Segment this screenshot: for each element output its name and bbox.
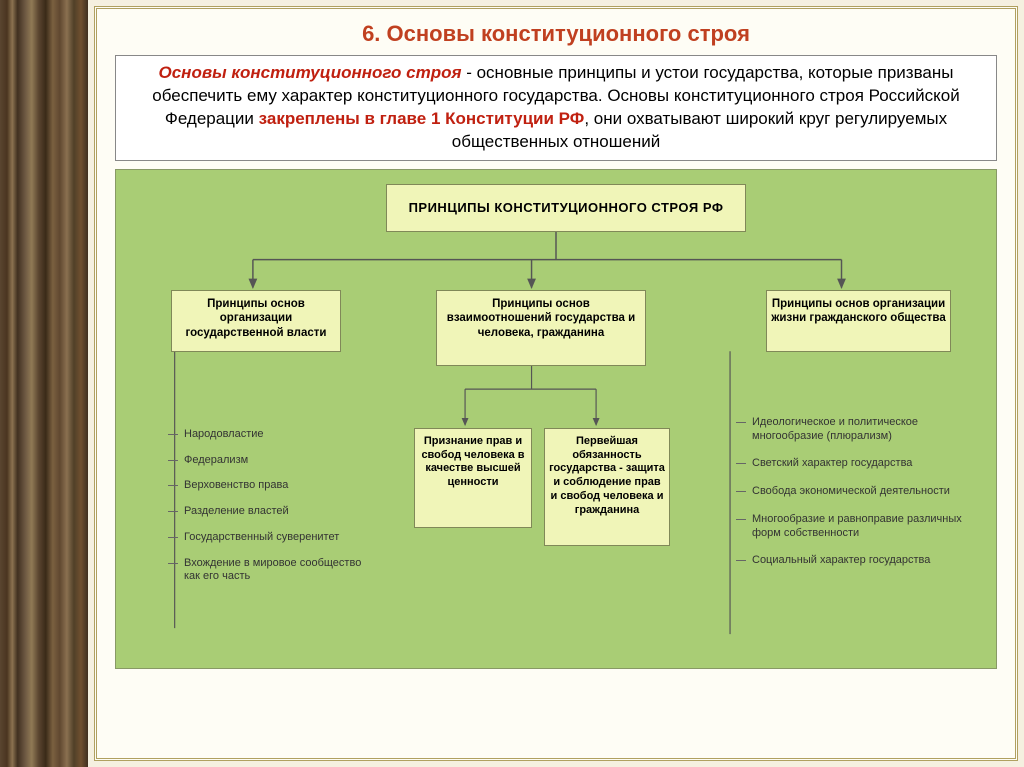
subcategory-label-2a: Признание прав и свобод человека в качес…	[421, 435, 524, 488]
diagram-main-box: ПРИНЦИПЫ КОНСТИТУЦИОННОГО СТРОЯ РФ	[386, 184, 746, 232]
category-box-3: Принципы основ организации жизни граждан…	[766, 290, 951, 352]
definition-term: Основы конституционного строя	[159, 63, 462, 82]
list-item: Федерализм	[168, 454, 368, 468]
list-item: Разделение властей	[168, 505, 368, 519]
slide-content: 6. Основы конституционного строя Основы …	[94, 6, 1018, 761]
list-group-3: Идеологическое и политическое многообраз…	[736, 416, 986, 582]
category-box-1: Принципы основ организации государственн…	[171, 290, 341, 352]
list-group-1: Народовластие Федерализм Верховенство пр…	[168, 428, 368, 596]
slide-title: 6. Основы конституционного строя	[115, 21, 997, 47]
category-box-2: Принципы основ взаимоотношений государст…	[436, 290, 646, 366]
subcategory-label-2b: Первейшая обязанность государства - защи…	[549, 435, 665, 516]
list-item: Народовластие	[168, 428, 368, 442]
list-item: Вхождение в мировое сообщество как его ч…	[168, 557, 368, 585]
diagram-main-label: ПРИНЦИПЫ КОНСТИТУЦИОННОГО СТРОЯ РФ	[409, 200, 724, 216]
definition-highlight: закреплены в главе 1 Конституции РФ	[259, 109, 585, 128]
list-item: Государственный суверенитет	[168, 531, 368, 545]
subcategory-box-2b: Первейшая обязанность государства - защи…	[544, 428, 670, 546]
decorative-border-left	[0, 0, 88, 767]
list-item: Идеологическое и политическое многообраз…	[736, 416, 986, 444]
list-item: Многообразие и равноправие различных фор…	[736, 513, 986, 541]
list-item: Светский характер государства	[736, 457, 986, 471]
subcategory-box-2a: Признание прав и свобод человека в качес…	[414, 428, 532, 528]
category-label-2: Принципы основ взаимоотношений государст…	[447, 298, 635, 339]
principles-diagram: ПРИНЦИПЫ КОНСТИТУЦИОННОГО СТРОЯ РФ Принц…	[115, 169, 997, 669]
definition-box: Основы конституционного строя - основные…	[115, 55, 997, 161]
category-label-1: Принципы основ организации государственн…	[186, 298, 327, 339]
list-item: Свобода экономической деятельности	[736, 485, 986, 499]
category-label-3: Принципы основ организации жизни граждан…	[771, 298, 945, 324]
list-item: Верховенство права	[168, 479, 368, 493]
list-item: Социальный характер государства	[736, 554, 986, 568]
